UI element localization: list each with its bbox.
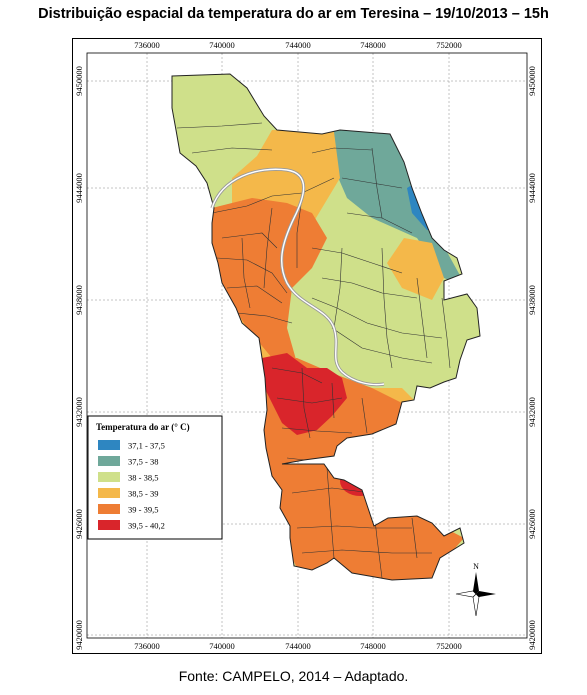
x-tick-bottom-1: 736000 <box>134 641 160 651</box>
y-tick-left-5: 9426000 <box>74 509 84 539</box>
river-poti-inner <box>211 168 385 386</box>
y-tick-left-3: 9438000 <box>74 285 84 315</box>
y-tick-right-4: 9432000 <box>527 397 537 427</box>
legend-swatch-6 <box>98 520 120 530</box>
y-tick-right-6: 9420000 <box>527 620 537 650</box>
x-tick-bottom-5: 752000 <box>436 641 462 651</box>
x-tick-bottom-2: 740000 <box>209 641 235 651</box>
zone-39-5-40-2-a <box>262 353 347 435</box>
zone-38-5-39-east <box>387 238 444 300</box>
source-caption: Fonte: CAMPELO, 2014 – Adaptado. <box>178 668 409 684</box>
y-tick-right-2: 9444000 <box>527 173 537 203</box>
x-tick-bottom-4: 748000 <box>360 641 386 651</box>
x-tick-top-3: 744000 <box>285 40 311 50</box>
district-borders <box>176 122 451 579</box>
legend-label-1: 37,1 - 37,5 <box>128 441 165 451</box>
legend-label-4: 38,5 - 39 <box>128 489 158 499</box>
legend-label-2: 37,5 - 38 <box>128 457 158 467</box>
x-tick-top-2: 740000 <box>209 40 235 50</box>
legend-swatch-5 <box>98 504 120 514</box>
y-tick-right-5: 9426000 <box>527 509 537 539</box>
x-tick-top-4: 748000 <box>360 40 386 50</box>
y-tick-left-6: 9420000 <box>74 620 84 650</box>
legend-swatch-4 <box>98 488 120 498</box>
y-tick-left-4: 9432000 <box>74 397 84 427</box>
x-tick-bottom-3: 744000 <box>285 641 311 651</box>
legend-label-3: 38 - 38,5 <box>128 473 158 483</box>
legend-swatch-2 <box>98 456 120 466</box>
city-outline <box>171 73 481 581</box>
map-svg: 736000 740000 744000 748000 752000 73600… <box>72 38 542 654</box>
legend: Temperatura do ar (° C) 37,1 - 37,5 37,5 … <box>87 415 223 540</box>
x-tick-top-5: 752000 <box>436 40 462 50</box>
legend-label-6: 39,5 - 40,2 <box>128 521 165 531</box>
map-frame: 736000 740000 744000 748000 752000 73600… <box>72 38 542 654</box>
y-tick-left-2: 9444000 <box>74 173 84 203</box>
north-label: N <box>473 562 479 571</box>
legend-title: Temperatura do ar (° C) <box>96 422 190 432</box>
legend-swatch-1 <box>98 440 120 450</box>
y-tick-right-3: 9438000 <box>527 285 537 315</box>
zone-39-39-5-west <box>212 198 327 363</box>
y-tick-right-1: 9450000 <box>527 66 537 96</box>
north-arrow-icon: N <box>455 562 496 617</box>
y-tick-left-1: 9450000 <box>74 66 84 96</box>
map-title: Distribuição espacial da temperatura do … <box>38 6 549 22</box>
x-tick-top-1: 736000 <box>134 40 160 50</box>
map-neatline <box>86 52 528 639</box>
legend-label-5: 39 - 39,5 <box>128 505 158 515</box>
legend-swatch-3 <box>98 472 120 482</box>
